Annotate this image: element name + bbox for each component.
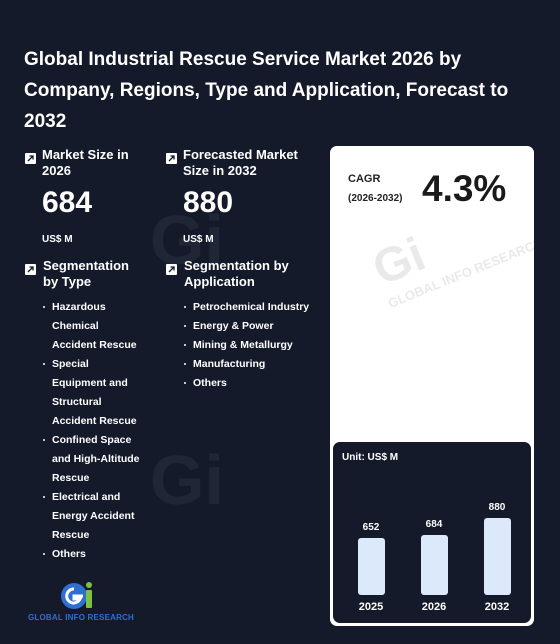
cagr-card: CAGR (2026-2032) 4.3% Gi GLOBAL INFO RES… bbox=[330, 146, 534, 626]
cagr-value: 4.3% bbox=[422, 168, 507, 209]
bar-category-label: 2032 bbox=[484, 601, 510, 613]
list-item: Others bbox=[184, 374, 324, 393]
bar-2025 bbox=[357, 537, 385, 595]
forecast-size-label: Forecasted Market Size in 2032 bbox=[183, 147, 298, 178]
cagr-period: (2026-2032) bbox=[348, 193, 403, 204]
market-size-unit: US$ M bbox=[42, 234, 73, 245]
bar-value-label: 652 bbox=[362, 521, 380, 533]
logo-mark-icon bbox=[61, 582, 92, 609]
arrow-up-right-icon bbox=[25, 153, 36, 164]
forecast-size-value: 880 bbox=[183, 186, 234, 219]
company-logo: GLOBAL INFO RESEARCH bbox=[22, 580, 140, 624]
bar-category-label: 2026 bbox=[421, 601, 447, 613]
arrow-up-right-icon bbox=[25, 264, 36, 275]
list-item: Confined Space and High-Altitude Rescue bbox=[43, 431, 143, 488]
watermark-gi-2: Gi bbox=[150, 441, 224, 519]
bar-2032 bbox=[483, 518, 511, 595]
list-item: Petrochemical Industry bbox=[184, 298, 324, 317]
list-item: Special Equipment and Structural Acciden… bbox=[43, 355, 143, 431]
list-item: Energy & Power bbox=[184, 317, 324, 336]
logo-text: GLOBAL INFO RESEARCH bbox=[27, 613, 135, 622]
bar-chart: Unit: US$ M 652 2025 684 2026 880 2032 bbox=[333, 442, 531, 623]
chart-unit-label: Unit: US$ M bbox=[342, 452, 399, 463]
list-item: Hazardous Chemical Accident Rescue bbox=[43, 298, 143, 355]
bar-2026 bbox=[420, 535, 448, 595]
arrow-up-right-icon bbox=[166, 264, 177, 275]
bar-category-label: 2025 bbox=[358, 601, 384, 613]
list-item: Manufacturing bbox=[184, 355, 324, 374]
page-title: Global Industrial Rescue Service Market … bbox=[24, 49, 509, 132]
bar-value-label: 880 bbox=[488, 502, 506, 513]
seg-app-label: Segmentation by Application bbox=[184, 258, 289, 289]
list-item: Others bbox=[43, 545, 143, 564]
seg-app-list: Petrochemical Industry Energy & Power Mi… bbox=[184, 298, 324, 393]
arrow-up-right-icon bbox=[166, 153, 177, 164]
forecast-size-unit: US$ M bbox=[183, 234, 214, 245]
seg-type-list: Hazardous Chemical Accident Rescue Speci… bbox=[43, 298, 143, 564]
list-item: Mining & Metallurgy bbox=[184, 336, 324, 355]
cagr-label: CAGR bbox=[348, 173, 381, 185]
watermark-gi-1: Gi bbox=[150, 201, 224, 279]
watermark-logo: Gi GLOBAL INFO RESEARCH bbox=[365, 227, 534, 311]
bar-value-label: 684 bbox=[425, 519, 443, 531]
market-size-label: Market Size in 2026 bbox=[42, 147, 129, 178]
seg-type-label: Segmentation by Type bbox=[43, 258, 129, 289]
list-item: Electrical and Energy Accident Rescue bbox=[43, 488, 143, 545]
market-size-value: 684 bbox=[42, 186, 93, 219]
